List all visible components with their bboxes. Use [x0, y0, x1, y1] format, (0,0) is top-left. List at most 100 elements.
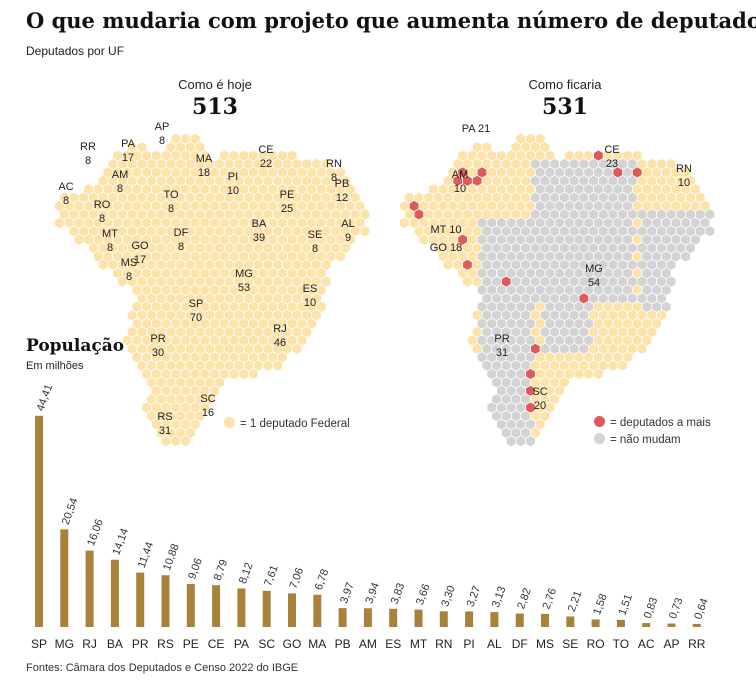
deputy-hex	[560, 293, 569, 304]
deputy-hex	[239, 234, 249, 245]
deputy-hex	[501, 427, 511, 438]
deputy-hex	[292, 209, 302, 220]
deputy-hex	[229, 200, 239, 212]
legend-one-deputy-text: = 1 deputado Federal	[240, 418, 350, 430]
deputy-hex	[511, 226, 521, 237]
deputy-hex	[453, 259, 463, 270]
category-label-MT: MT	[410, 637, 428, 651]
deputy-hex	[516, 184, 526, 195]
value-label-AC: 0,83	[642, 596, 661, 620]
category-label-MG: MG	[55, 637, 74, 651]
deputy-hex	[472, 158, 482, 170]
deputy-hex	[637, 343, 647, 354]
deputy-hex	[59, 192, 69, 203]
deputy-hex	[321, 226, 331, 237]
deputy-hex	[205, 259, 215, 270]
deputy-hex	[511, 293, 521, 304]
deputy-hex	[530, 142, 540, 153]
deputy-hex	[623, 167, 632, 178]
deputy-hex	[137, 209, 147, 220]
deputy-hex	[608, 343, 618, 354]
deputy-hex	[579, 158, 589, 170]
deputy-hex	[511, 158, 521, 170]
deputy-hex	[171, 318, 181, 329]
deputy-hex	[632, 234, 642, 245]
deputy-hex	[593, 184, 603, 195]
deputy-hex	[219, 352, 229, 363]
deputy-hex	[185, 276, 195, 287]
deputy-hex	[589, 310, 598, 321]
category-label-TO: TO	[613, 637, 629, 651]
deputy-hex	[472, 259, 482, 270]
legend-red-hex-icon	[594, 416, 605, 427]
category-label-ES: ES	[385, 637, 401, 651]
deputy-hex	[686, 226, 695, 237]
deputy-hex	[316, 268, 326, 279]
deputy-hex	[307, 234, 316, 245]
deputy-hex	[496, 352, 506, 363]
deputy-hex	[458, 268, 468, 279]
deputy-hex	[258, 150, 268, 161]
deputy-hex	[137, 360, 147, 371]
deputy-hex	[463, 242, 472, 254]
deputy-hex	[200, 234, 210, 245]
deputy-hex	[127, 158, 137, 170]
deputy-hex	[666, 259, 676, 270]
deputy-hex	[234, 293, 244, 304]
deputy-hex	[603, 184, 613, 195]
deputy-hex	[244, 293, 253, 304]
deputy-hex	[137, 192, 147, 203]
deputy-hex	[166, 326, 176, 338]
deputy-hex	[535, 301, 545, 312]
deputy-hex	[487, 167, 497, 178]
deputy-hex	[657, 175, 666, 186]
deputy-hex	[156, 175, 166, 186]
deputy-hex	[472, 226, 482, 237]
deputy-hex	[171, 301, 181, 312]
deputy-hex	[666, 242, 676, 254]
deputy-hex	[700, 200, 710, 212]
deputy-hex	[574, 352, 584, 363]
deputy-hex	[521, 142, 531, 153]
bar-PR	[136, 572, 145, 627]
bar-SC	[262, 590, 271, 627]
deputy-hex	[195, 326, 205, 338]
deputy-hex	[545, 402, 555, 413]
deputy-hex	[506, 352, 516, 363]
deputy-hex	[181, 385, 190, 396]
deputy-hex	[215, 226, 224, 237]
deputy-hex	[151, 402, 161, 413]
deputy-hex	[448, 217, 458, 228]
deputy-hex	[632, 251, 642, 262]
deputy-hex	[526, 268, 535, 279]
label-today-TO-value: 8	[168, 203, 174, 215]
deputy-hex	[156, 377, 166, 388]
deputy-hex	[516, 368, 526, 380]
deputy-hex	[108, 226, 118, 237]
deputy-hex	[472, 276, 482, 287]
deputy-hex	[535, 385, 545, 396]
label-today-ES-value: 10	[304, 297, 316, 309]
deputy-hex	[516, 301, 526, 312]
deputy-hex	[219, 234, 229, 245]
deputy-hex	[598, 293, 608, 304]
deputy-hex	[521, 175, 531, 186]
deputy-hex	[302, 175, 312, 186]
deputy-hex	[526, 318, 535, 329]
deputy-hex	[287, 217, 297, 228]
deputy-hex	[618, 158, 628, 170]
deputy-hex	[190, 234, 200, 245]
deputy-hex	[647, 242, 657, 254]
deputy-hex	[190, 133, 200, 144]
deputy-hex	[584, 301, 594, 312]
deputy-hex	[419, 217, 429, 228]
deputy-hex	[224, 293, 234, 304]
deputy-hex	[137, 175, 147, 186]
deputy-hex	[316, 184, 326, 195]
deputy-hex	[282, 259, 292, 270]
deputy-hex	[185, 310, 195, 321]
deputy-hex	[530, 343, 540, 354]
deputy-hex	[501, 310, 511, 321]
deputy-hex	[526, 301, 535, 312]
deputy-hex	[564, 200, 574, 212]
